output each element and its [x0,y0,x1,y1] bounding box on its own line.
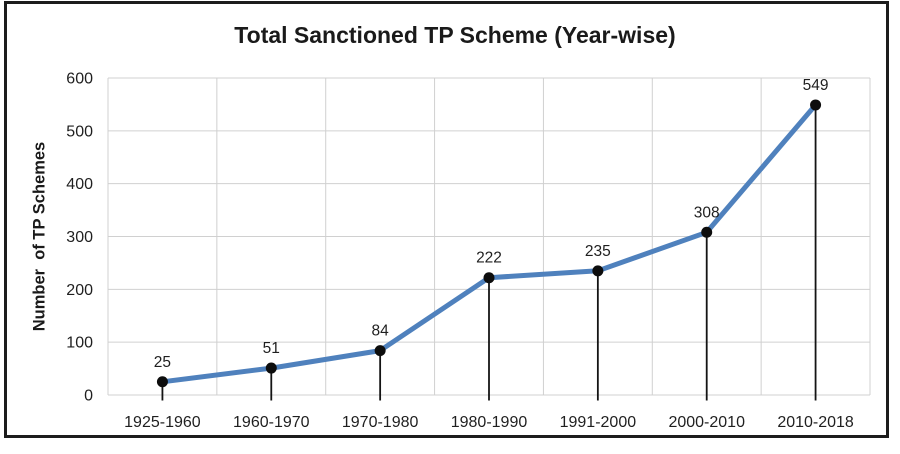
data-label: 308 [694,204,720,221]
y-tick-label: 300 [66,229,93,246]
x-tick-label: 1980-1990 [451,414,528,431]
data-label: 235 [585,243,611,260]
x-tick-label: 1970-1980 [342,414,419,431]
x-tick-label: 1925-1960 [124,414,201,431]
x-tick-label: 1991-2000 [560,414,637,431]
data-label: 25 [154,354,171,371]
data-point-marker [156,376,168,388]
data-label: 84 [372,323,390,340]
data-point-marker [701,226,713,238]
data-point-marker [483,272,495,284]
x-tick-label: 2010-2018 [777,414,854,431]
x-tick-label: 1960-1970 [233,414,310,431]
chart-border-frame [4,1,889,438]
data-point-marker [374,345,386,357]
chart-title: Total Sanctioned TP Scheme (Year-wise) [234,22,676,48]
y-tick-label: 0 [84,388,93,405]
data-point-marker [592,265,604,277]
data-label: 222 [476,250,502,267]
data-point-marker [265,362,277,374]
y-tick-label: 100 [66,335,93,352]
y-tick-label: 500 [66,123,93,140]
x-tick-label: 2000-2010 [668,414,745,431]
data-label: 549 [803,77,829,94]
y-tick-label: 400 [66,176,93,193]
y-tick-label: 600 [66,71,93,88]
y-tick-label: 200 [66,282,93,299]
data-label: 51 [263,340,280,357]
data-point-marker [810,99,822,111]
